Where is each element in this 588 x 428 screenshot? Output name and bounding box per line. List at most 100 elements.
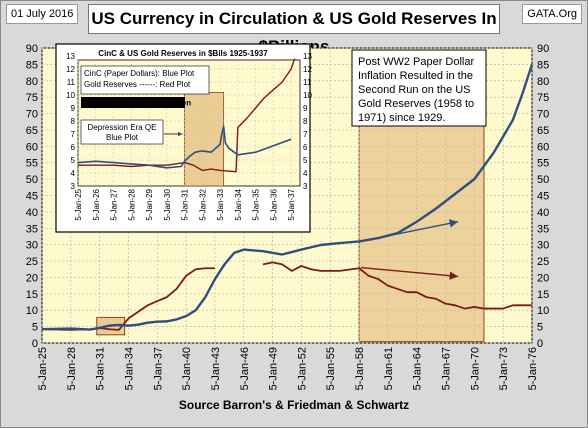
inset-x-tick: 5-Jan-35 [252, 188, 261, 220]
y-tick-left: 65 [26, 125, 38, 137]
inset-x-tick: 5-Jan-32 [198, 188, 207, 220]
y-tick-right: 10 [537, 305, 549, 317]
y-tick-right: 55 [537, 158, 549, 170]
y-tick-right: 0 [537, 338, 543, 350]
inset-y-tick-left: 7 [71, 130, 76, 139]
y-tick-left: 85 [26, 59, 38, 71]
inset-legend-line: CinC (Paper Dollars): Blue Plot [84, 69, 195, 78]
inset-y-tick-right: 7 [303, 130, 308, 139]
y-tick-right: 20 [537, 272, 549, 284]
inset-y-tick-right: 9 [303, 104, 308, 113]
y-tick-right: 25 [537, 256, 549, 268]
inset-y-tick-right: 8 [303, 117, 308, 126]
y-tick-left: 70 [26, 109, 38, 121]
inset-annotation-box [80, 119, 164, 145]
currency-series-line [41, 64, 534, 331]
y-tick-right: 65 [537, 125, 549, 137]
x-tick: 5-Jan-67 [441, 347, 453, 390]
inset-x-tick: 5-Jan-25 [74, 188, 83, 220]
y-tick-left: 40 [26, 207, 38, 219]
y-tick-left: 50 [26, 174, 38, 186]
x-tick: 5-Jan-49 [268, 347, 280, 390]
x-tick: 5-Jan-64 [412, 347, 424, 390]
y-tick-left: 20 [26, 272, 38, 284]
y-tick-right: 45 [537, 191, 549, 203]
annotation-line: Inflation Resulted in the [358, 70, 473, 82]
x-tick: 5-Jan-70 [469, 347, 481, 390]
inset-credit: Graphic by Mark J. Lundeen [84, 99, 191, 108]
arrow-currency-trend [360, 219, 459, 243]
inset-y-tick-right: 3 [303, 182, 308, 191]
inset-y-tick-right: 6 [303, 143, 308, 152]
inset-x-tick: 5-Jan-36 [269, 188, 278, 220]
inset-y-tick-left: 13 [66, 52, 75, 61]
x-tick: 5-Jan-52 [296, 347, 308, 390]
arrow-gold-trend [360, 266, 459, 280]
inset-currency-series-line [77, 125, 292, 169]
x-tick: 5-Jan-46 [239, 347, 251, 390]
inset-x-tick: 5-Jan-37 [287, 188, 296, 220]
y-tick-left: 25 [26, 256, 38, 268]
x-tick: 5-Jan-76 [527, 347, 539, 390]
annotation-line: Gold Reserves (1958 to [358, 98, 474, 110]
inset-annotation-line: Depression Era QE [88, 123, 157, 132]
inset-x-tick: 5-Jan-26 [92, 188, 101, 220]
y-tick-right: 30 [537, 240, 549, 252]
y-tick-left: 80 [26, 76, 38, 88]
y-tick-right: 60 [537, 141, 549, 153]
inset-y-tick-right: 5 [303, 156, 308, 165]
x-tick: 5-Jan-58 [354, 347, 366, 390]
y-tick-right: 90 [537, 43, 549, 55]
y-tick-right: 15 [537, 289, 549, 301]
y-tick-right: 75 [537, 92, 549, 104]
inset-y-tick-left: 6 [71, 143, 76, 152]
inset-y-tick-left: 5 [71, 156, 76, 165]
inset-x-tick: 5-Jan-27 [110, 188, 119, 220]
x-tick: 5-Jan-37 [152, 347, 164, 390]
annotation-box [351, 49, 487, 127]
inset-chart: CinC & US Gold Reserves in $Bils 1925-19… [55, 43, 312, 233]
y-tick-right: 5 [537, 322, 543, 334]
x-tick: 5-Jan-34 [123, 347, 135, 390]
inset-x-tick: 5-Jan-34 [234, 188, 243, 220]
inset-credit-bg [81, 97, 185, 108]
y-tick-right: 40 [537, 207, 549, 219]
inset-x-tick: 5-Jan-30 [163, 188, 172, 220]
annotation-line: Post WW2 Paper Dollar [358, 56, 474, 68]
y-tick-right: 80 [537, 76, 549, 88]
source-label: Source Barron's & Friedman & Schwartz [178, 398, 410, 412]
inset-y-tick-right: 10 [303, 91, 312, 100]
inset-x-tick: 5-Jan-33 [216, 188, 225, 220]
x-tick: 5-Jan-61 [383, 347, 395, 390]
inset-x-tick: 5-Jan-31 [181, 188, 190, 220]
annotation-line: Second Run on the US [358, 84, 471, 96]
inset-y-tick-right: 12 [303, 65, 312, 74]
x-tick: 5-Jan-55 [325, 347, 337, 390]
y-tick-left: 60 [26, 141, 38, 153]
y-tick-left: 0 [32, 338, 38, 350]
inset-legend-box [80, 65, 210, 95]
y-tick-left: 5 [32, 322, 38, 334]
y-tick-left: 30 [26, 240, 38, 252]
inset-legend-line: Gold Reserves ------: Red Plot [84, 80, 191, 89]
inset-y-tick-left: 4 [71, 169, 76, 178]
inset-title: CinC & US Gold Reserves in $Bils 1925-19… [98, 49, 268, 58]
x-tick: 5-Jan-28 [66, 347, 78, 390]
y-tick-right: 50 [537, 174, 549, 186]
x-tick: 5-Jan-73 [498, 347, 510, 390]
x-tick: 5-Jan-40 [181, 347, 193, 390]
y-tick-left: 15 [26, 289, 38, 301]
y-tick-right: 35 [537, 223, 549, 235]
inset-y-tick-left: 3 [71, 182, 76, 191]
inset-annotation-line: Blue Plot [106, 133, 139, 142]
inset-y-tick-left: 12 [66, 65, 75, 74]
y-tick-right: 85 [537, 59, 549, 71]
annotation-line: 1971) since 1929. [358, 112, 445, 124]
chart-title: US Currency in Circulation & US Gold Res… [88, 4, 500, 56]
date-label: 01 July 2016 [6, 4, 79, 24]
inset-y-tick-left: 8 [71, 117, 76, 126]
inset-y-tick-left: 9 [71, 104, 76, 113]
y-tick-left: 55 [26, 158, 38, 170]
y-tick-right: 70 [537, 109, 549, 121]
